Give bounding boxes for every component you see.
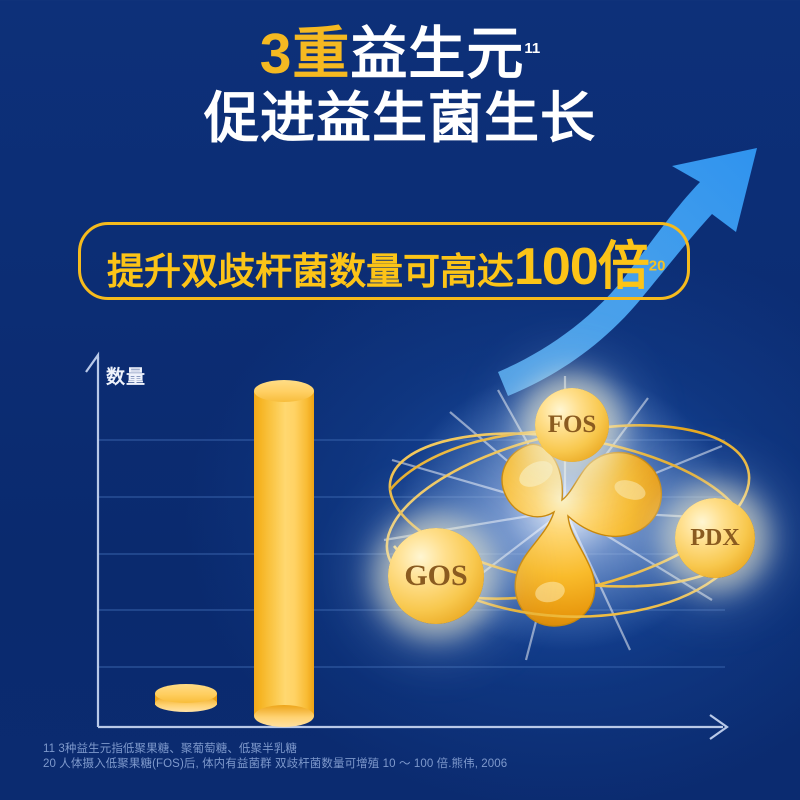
chart-bar-after	[254, 380, 314, 727]
bar-top-cap	[254, 380, 314, 402]
prebiotic-molecule-graphic	[383, 370, 754, 661]
molecule-orbit-front	[388, 429, 754, 618]
headline-line-1: 3重益生元11	[0, 26, 800, 83]
blob-highlight	[614, 480, 646, 500]
headline-footnote-marker: 11	[524, 40, 541, 57]
claim-banner: 提升双歧杆菌数量可高达100倍20	[78, 222, 690, 300]
molecule-orbit-rings	[385, 424, 751, 600]
sphere-fos: FOS	[535, 388, 609, 462]
footnotes: 11 3种益生元指低聚果糖、聚葡萄糖、低聚半乳糖 20 人体摄入低聚果糖(FOS…	[43, 742, 507, 772]
page-title: 3重益生元11 促进益生菌生长	[0, 26, 800, 146]
bar-body	[254, 391, 314, 716]
sphere-pdx-label: PDX	[690, 524, 740, 551]
sphere-pdx: PDX	[675, 498, 755, 578]
headline-line-2: 促进益生菌生长	[203, 87, 596, 149]
footnote-20: 20 人体摄入低聚果糖(FOS)后, 体内有益菌群 双歧杆菌数量可增殖 10 ～…	[43, 758, 508, 770]
chart-gridlines	[98, 439, 725, 668]
claim-number: 100倍	[514, 237, 650, 296]
footnote-11: 11 3种益生元指低聚果糖、聚葡萄糖、低聚半乳糖	[43, 743, 297, 755]
sphere-fos-label: FOS	[547, 411, 597, 438]
sphere-gos: GOS	[388, 528, 484, 624]
bar-top-cap	[155, 684, 217, 703]
chart-bar-before	[155, 684, 217, 712]
molecule-rays	[383, 376, 751, 661]
chart-y-axis	[85, 351, 100, 727]
claim-footnote-marker: 20	[648, 257, 666, 275]
claim-prefix: 提升双歧杆菌数量可高达	[107, 250, 514, 292]
sphere-gos-label: GOS	[404, 559, 468, 592]
headline-gold-part: 3重	[259, 22, 351, 86]
headline-white-part: 益生元	[350, 22, 525, 86]
molecule-glow	[400, 370, 730, 650]
chart-y-axis-label: 数量	[106, 367, 147, 388]
blob-highlight	[535, 581, 565, 603]
bar-bottom-cap	[254, 705, 314, 727]
claim-text: 提升双歧杆菌数量可高达100倍20	[107, 224, 665, 299]
chart-x-axis	[98, 714, 729, 740]
blob-highlight	[519, 461, 553, 487]
molecule-blob	[501, 443, 663, 627]
molecule-sphere-labels: FOS PDX GOS	[360, 370, 800, 670]
